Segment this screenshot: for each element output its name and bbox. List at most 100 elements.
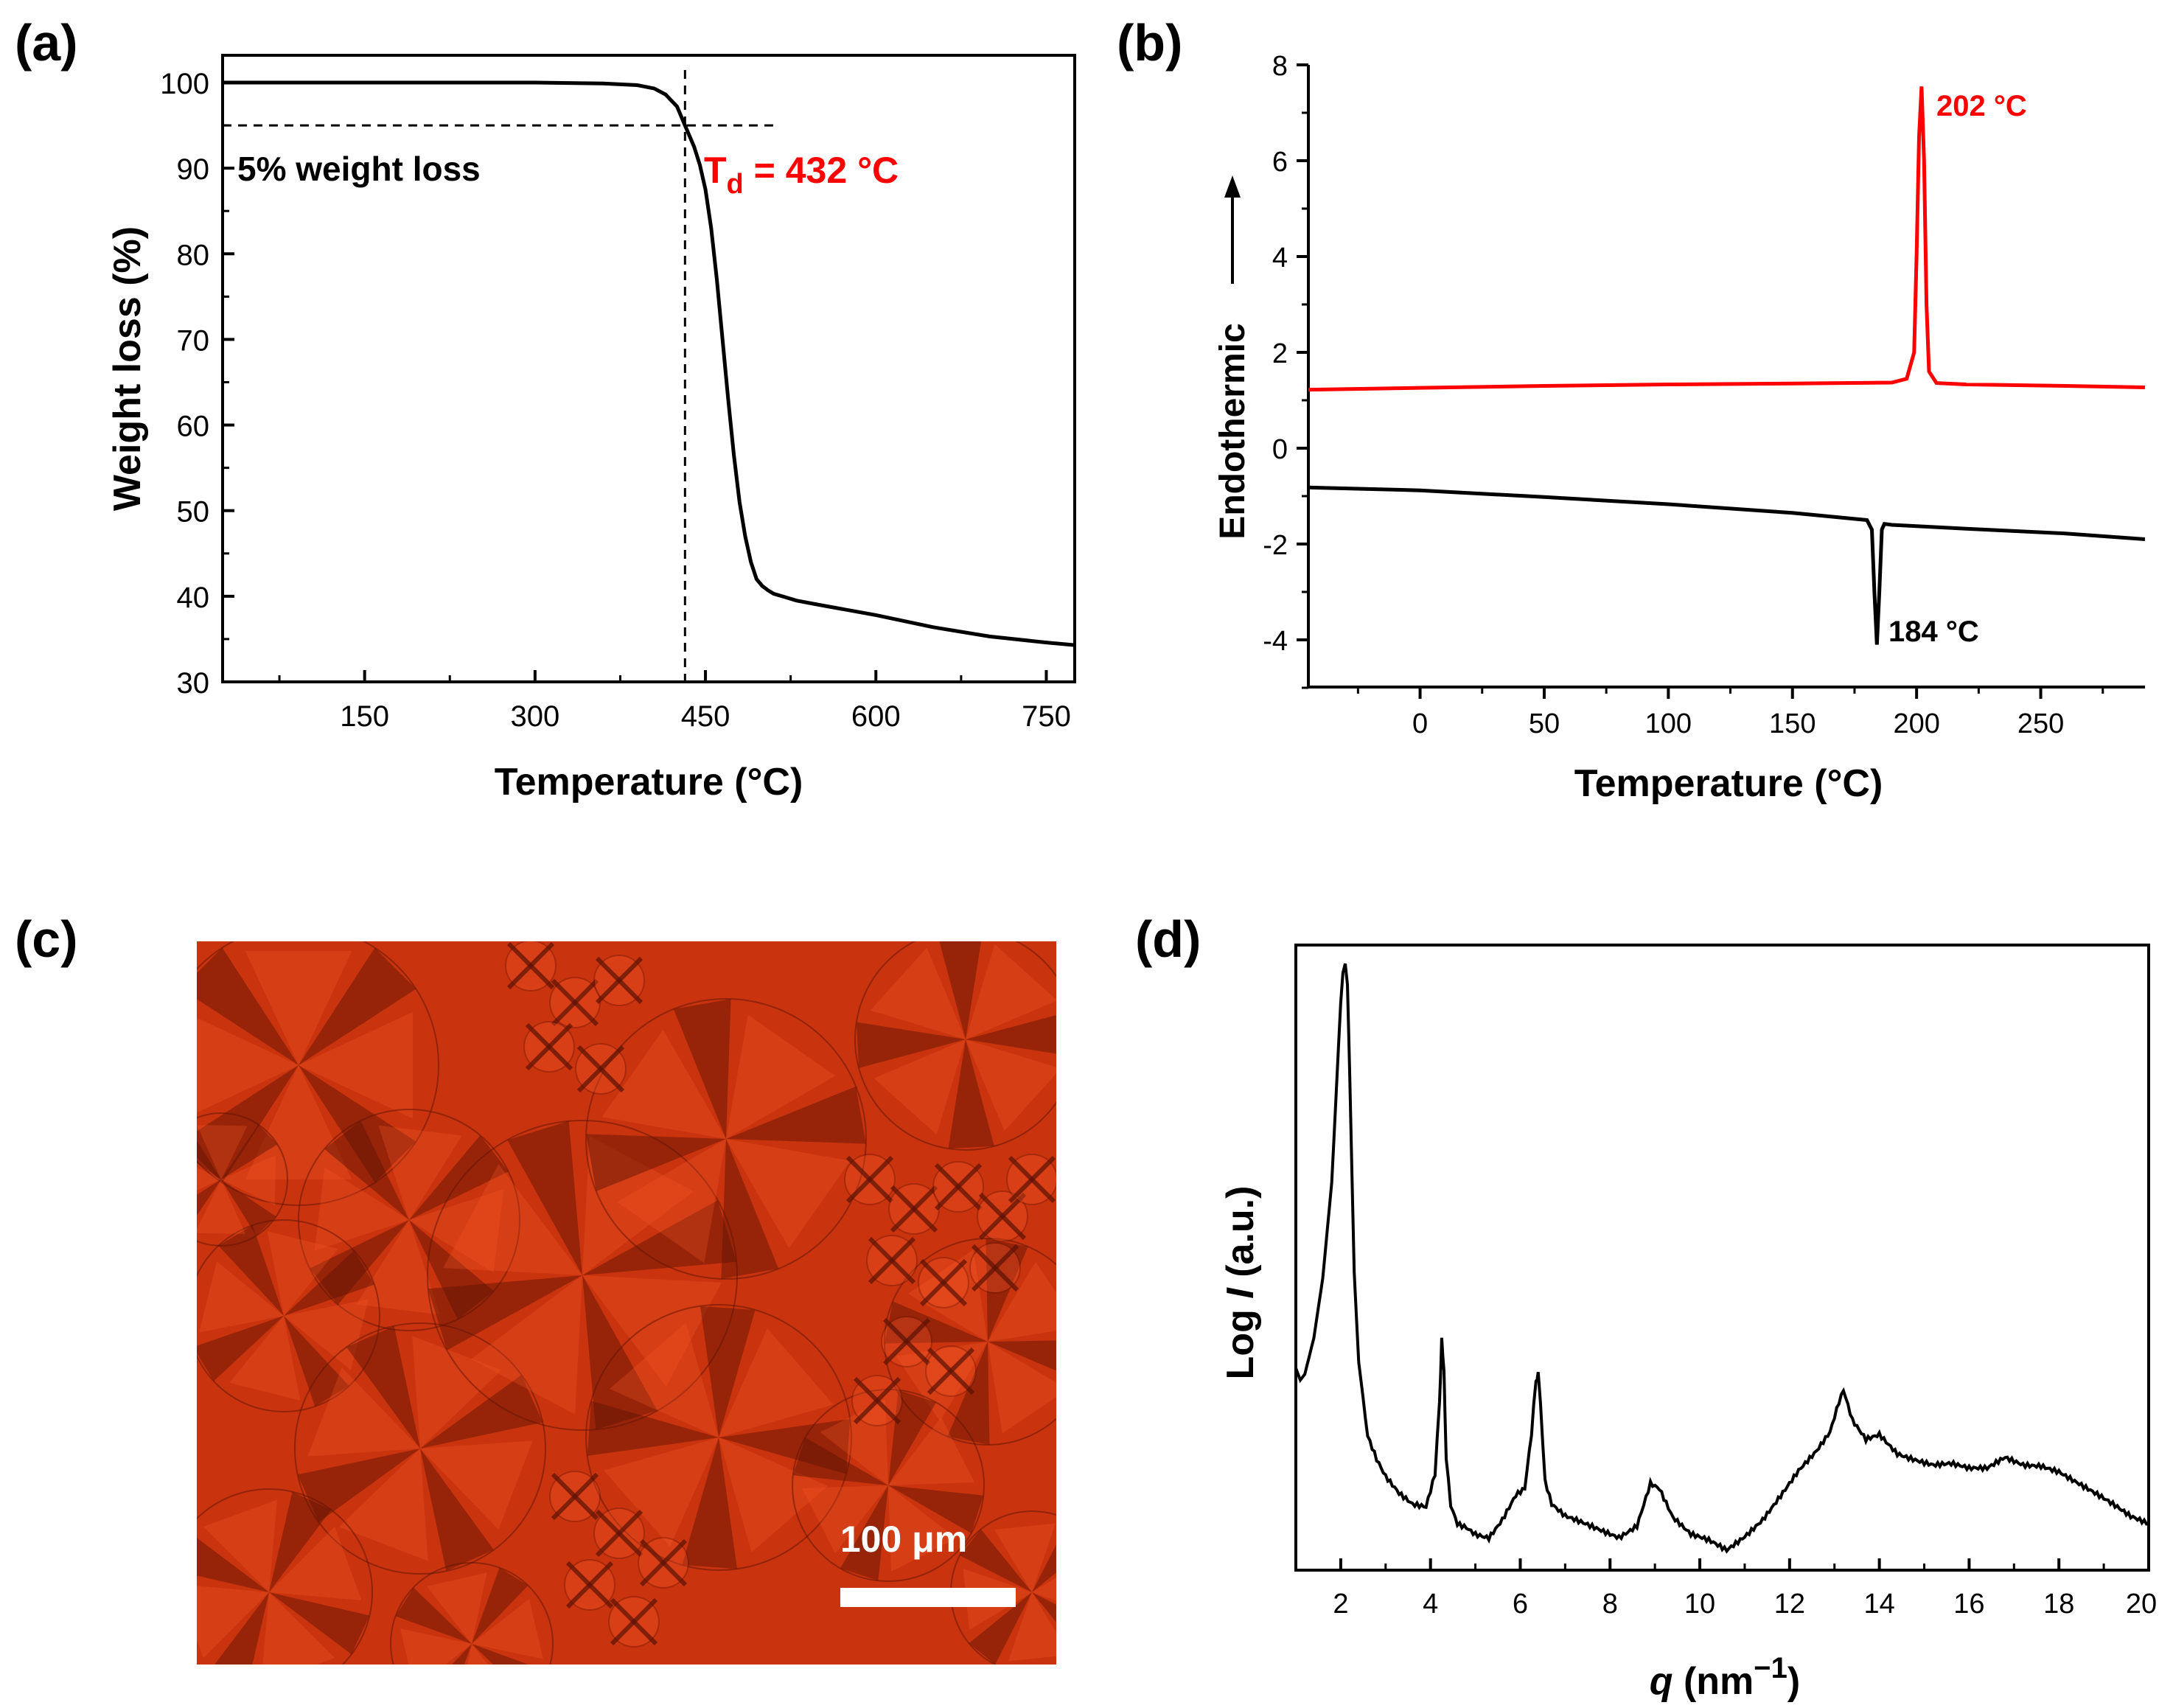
small-spherulite (523, 1021, 575, 1073)
panel-a-y-tick-label: 40 (177, 582, 210, 614)
panel-a: (a) 30 40 50 60 70 80 90 100 150 300 450 600 750 5%… (15, 14, 1076, 804)
panel-b-label: (b) (1117, 14, 1182, 72)
panel-a-y-ticks: 30 40 50 60 70 80 90 100 (160, 68, 234, 700)
small-spherulite (918, 1257, 969, 1308)
spherulite (427, 1120, 738, 1431)
panel-b-x-tick-label: 100 (1645, 708, 1692, 739)
small-spherulite (1006, 1154, 1056, 1205)
panel-d-x-tick-label: 10 (1684, 1589, 1715, 1620)
scale-bar (840, 1588, 1016, 1607)
small-spherulite (638, 1537, 689, 1589)
panel-b-y-tick-label: 8 (1272, 51, 1288, 82)
panel-a-y-tick-label: 90 (177, 153, 210, 186)
panel-b: (b) -4 -2 0 2 4 6 8 0 50 100 150 200 250 202 °C 184… (1117, 14, 2145, 805)
panel-b-x-ticks: 0 50 100 150 200 250 (1356, 687, 2104, 739)
panel-a-y-tick-label: 50 (177, 496, 210, 529)
spherulite (585, 1304, 852, 1571)
panel-b-y-tick-label: -4 (1263, 626, 1288, 657)
spherulite (294, 1322, 546, 1575)
small-spherulite (866, 1235, 918, 1286)
pom-spherulites (197, 941, 1056, 1665)
small-spherulite (593, 955, 645, 1006)
panel-a-y-tick-label: 80 (177, 239, 210, 271)
panel-d-y-prefix: Log (1219, 1299, 1262, 1380)
panel-b-y-tick-label: 2 (1272, 338, 1288, 369)
panel-a-x-ticks: 150 300 450 600 750 (278, 670, 1071, 733)
panel-a-td-subscript: d (727, 169, 744, 200)
panel-a-y-tick-label: 60 (177, 411, 210, 443)
panel-d-x-tick-label: 18 (2043, 1589, 2074, 1620)
panel-a-y-tick-label: 70 (177, 324, 210, 357)
panel-b-arrow-head (1224, 175, 1241, 198)
panel-a-axes-frame (221, 54, 1076, 683)
panel-a-label: (a) (15, 14, 78, 72)
panel-d: (d) 2 4 6 8 10 12 14 16 18 20 q (nm−1) Log I (a.u… (1135, 910, 2157, 1703)
panel-a-x-tick-label: 450 (681, 700, 730, 733)
panel-a-y-axis-label: Weight loss (%) (106, 226, 149, 511)
panel-d-y-symbol: I (1219, 1287, 1262, 1299)
small-spherulite (564, 1559, 615, 1611)
panel-a-td-symbol: T (704, 150, 727, 191)
panel-d-scattering-curve (1296, 963, 2149, 1554)
small-spherulite (932, 1161, 984, 1213)
panel-d-y-axis-label: Log I (a.u.) (1219, 1186, 1262, 1380)
panel-d-x-close: ) (1787, 1660, 1800, 1703)
panel-b-x-tick-label: 150 (1769, 708, 1816, 739)
small-spherulite (888, 1183, 940, 1235)
panel-a-x-tick-label: 600 (851, 700, 901, 733)
small-spherulite (505, 941, 557, 991)
panel-a-y-tick-label: 30 (177, 667, 210, 700)
panel-b-heating-curve (1308, 86, 2145, 392)
panel-d-axes-frame (1294, 944, 2150, 1572)
panel-b-y-tick-label: 6 (1272, 147, 1288, 178)
panel-b-heating-peak-label: 202 °C (1936, 90, 2027, 122)
small-spherulite (969, 1242, 1021, 1294)
spherulite (197, 1112, 288, 1247)
spherulite (390, 1562, 554, 1665)
small-spherulite (593, 1507, 645, 1559)
panel-c-label: (c) (15, 910, 78, 968)
panel-b-x-tick-label: 250 (2017, 708, 2064, 739)
panel-d-x-exponent: −1 (1754, 1652, 1787, 1684)
panel-b-y-tick-label: 4 (1272, 243, 1288, 273)
panel-d-x-tick-label: 20 (2126, 1589, 2157, 1620)
spherulite (950, 1510, 1056, 1665)
panel-d-x-tick-label: 4 (1423, 1589, 1438, 1620)
panel-d-x-tick-label: 2 (1333, 1589, 1348, 1620)
spherulite (792, 1389, 985, 1582)
panel-a-y-tick-label: 100 (160, 68, 209, 100)
panel-b-cooling-peak-label: 184 °C (1888, 616, 1979, 648)
small-spherulite (851, 1375, 903, 1426)
panel-b-cooling-curve (1308, 485, 2145, 645)
panel-d-label: (d) (1135, 910, 1201, 968)
panel-d-x-axis-label: q (nm−1) (1650, 1652, 1800, 1703)
small-spherulite (608, 1596, 660, 1648)
small-spherulite (881, 1316, 932, 1367)
small-spherulite (844, 1154, 896, 1205)
panel-a-td-annotation: Td = 432 °C (704, 150, 899, 200)
pom-micrograph (197, 941, 1056, 1665)
panel-d-x-ticks: 2 4 6 8 10 12 14 16 18 20 (1333, 1558, 2157, 1620)
panel-d-x-symbol: q (1650, 1660, 1673, 1703)
panel-b-y-ticks: -4 -2 0 2 4 6 8 (1263, 51, 1308, 689)
small-spherulite (977, 1191, 1028, 1242)
panel-b-x-tick-label: 200 (1893, 708, 1939, 739)
spherulite (585, 998, 867, 1280)
panel-a-x-tick-label: 750 (1022, 700, 1071, 733)
panel-b-x-tick-label: 50 (1529, 708, 1560, 739)
panel-b-y-tick-label: 0 (1272, 434, 1288, 465)
panel-c: (c) 100 μm (15, 910, 1056, 1665)
panel-d-x-tick-label: 14 (1863, 1589, 1894, 1620)
panel-d-x-tick-label: 12 (1774, 1589, 1805, 1620)
small-spherulite (575, 1043, 627, 1095)
panel-a-td-value: = 432 °C (744, 150, 899, 191)
panel-a-tga-curve (223, 80, 1075, 647)
panel-d-x-tick-label: 8 (1602, 1589, 1618, 1620)
panel-a-weight-loss-annotation: 5% weight loss (237, 150, 481, 188)
panel-d-x-unit: (nm (1673, 1660, 1754, 1703)
spherulite (197, 1488, 373, 1665)
panel-a-x-axis-label: Temperature (°C) (495, 761, 803, 804)
spherulite (197, 941, 439, 1206)
panel-a-x-tick-label: 150 (340, 700, 389, 733)
